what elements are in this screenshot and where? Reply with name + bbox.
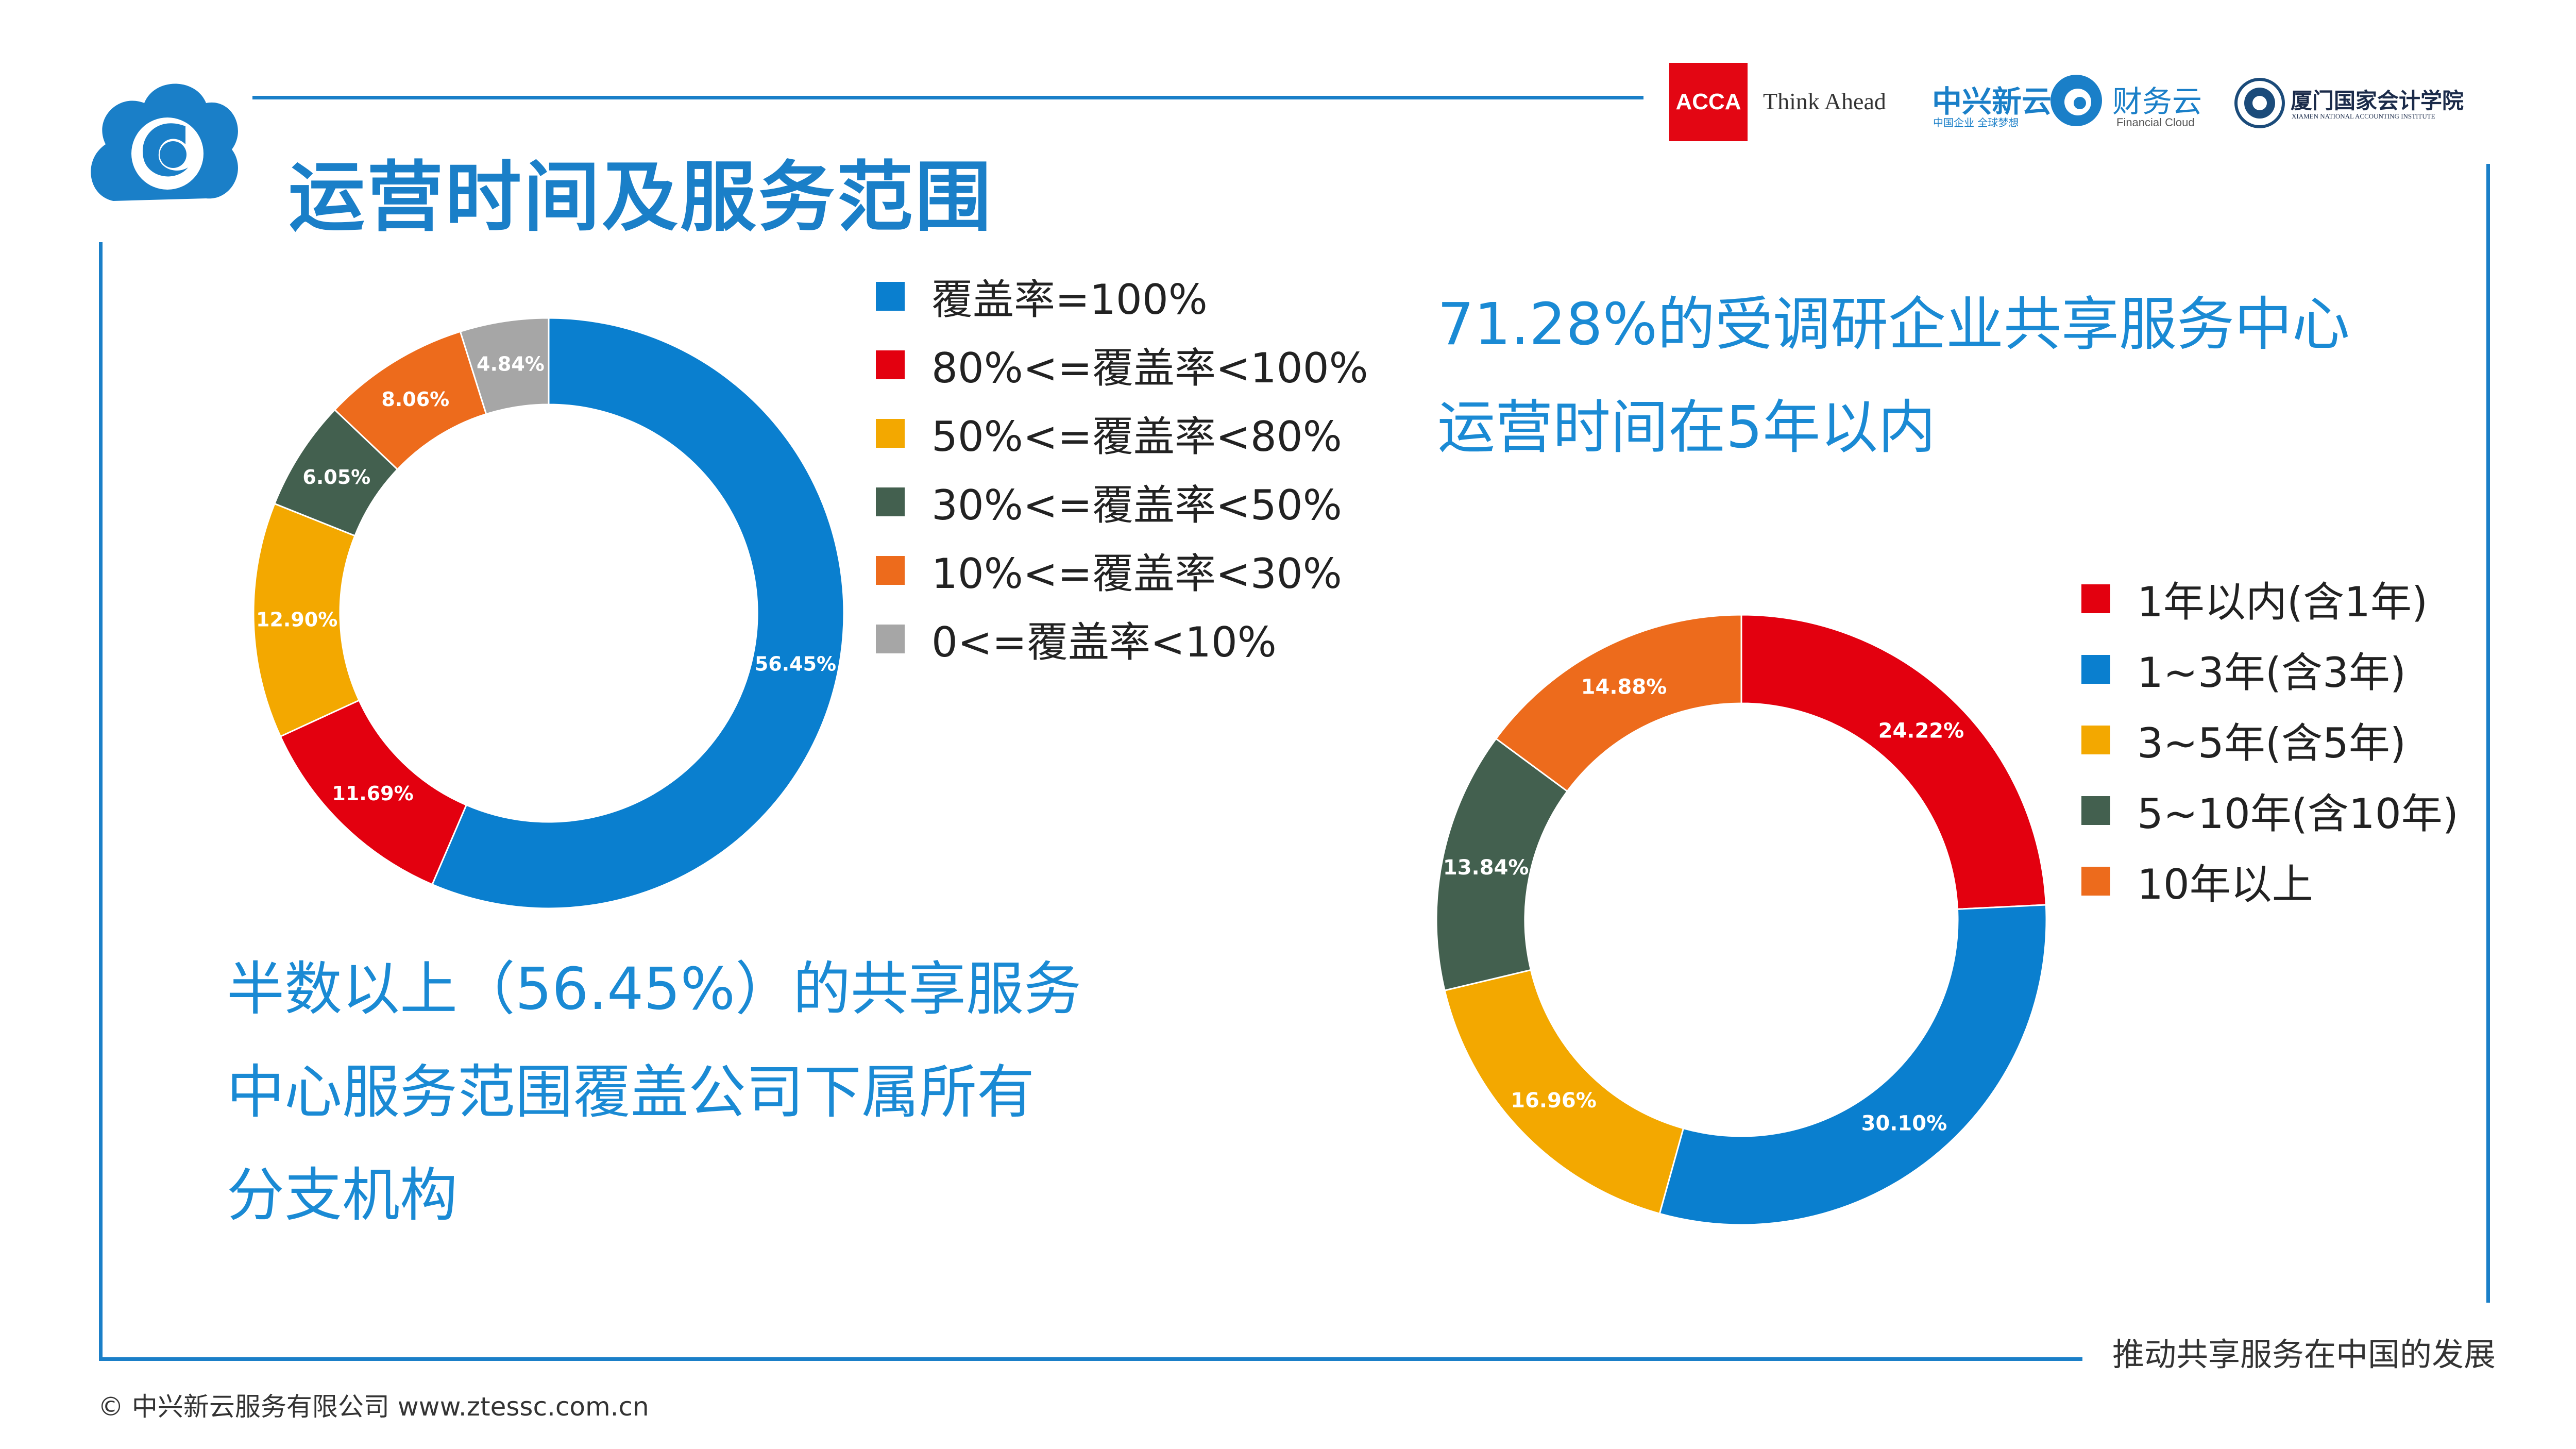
slice-data-label: 30.10%: [1861, 1111, 1947, 1135]
legend-label: 10年以上: [2137, 861, 2313, 908]
zte-tagline: 中国企业 全球梦想: [1933, 116, 2019, 129]
right-rule: [2486, 164, 2490, 1303]
donut-slice: [431, 317, 845, 909]
donut-slice: [1740, 614, 2047, 910]
legend-item: 30%<=覆盖率<50%: [876, 481, 1342, 529]
legend-label: 覆盖率=100%: [931, 276, 1208, 324]
legend-item: 10%<=覆盖率<30%: [876, 550, 1342, 598]
financial-cloud-icon: [2050, 75, 2102, 126]
footer-copyright: © 中兴新云服务有限公司 www.ztessc.com.cn: [98, 1392, 649, 1422]
zte-name: 中兴新云: [1932, 84, 2052, 119]
legend-swatch: [2081, 867, 2110, 896]
legend-label: 80%<=覆盖率<100%: [931, 344, 1368, 392]
bottom-rule: [99, 1357, 2082, 1361]
slice-data-label: 6.05%: [302, 466, 370, 488]
legend-swatch: [876, 625, 905, 653]
page-title: 运营时间及服务范围: [289, 153, 993, 242]
acca-mark: ACCA: [1675, 89, 1741, 114]
slice-data-label: 12.90%: [256, 608, 337, 631]
donut-slice: [1444, 969, 1685, 1215]
legend-swatch: [876, 282, 905, 311]
caption-line: 半数以上（56.45%）的共享服务: [227, 956, 1082, 1023]
acca-slogan: Think Ahead: [1763, 88, 1886, 114]
legend-label: 30%<=覆盖率<50%: [931, 481, 1342, 529]
slice-data-label: 16.96%: [1511, 1089, 1597, 1113]
legend-item: 10年以上: [2081, 861, 2313, 908]
operating-time-caption: 71.28%的受调研企业共享服务中心 运营时间在5年以内: [1437, 273, 2350, 479]
legend-item: 80%<=覆盖率<100%: [876, 344, 1368, 392]
slice-data-label: 14.88%: [1581, 675, 1667, 699]
slice-data-label: 11.69%: [332, 782, 413, 805]
legend-label: 10%<=覆盖率<30%: [931, 550, 1342, 598]
donut-slice: [459, 317, 550, 415]
caption-line: 71.28%的受调研企业共享服务中心: [1437, 291, 2350, 358]
xnai-seal-icon: [2234, 78, 2285, 128]
legend-swatch: [2081, 726, 2110, 754]
legend-swatch: [2081, 796, 2110, 825]
slice-data-label: 8.06%: [381, 388, 449, 411]
acca-logo: ACCA: [1669, 63, 1748, 141]
legend-item: 1年以内(含1年): [2081, 578, 2428, 626]
legend-label: 1年以内(含1年): [2137, 578, 2428, 626]
legend-item: 0<=覆盖率<10%: [876, 618, 1277, 666]
top-rule: [252, 96, 1643, 99]
donut-slice: [1658, 904, 2047, 1226]
legend-label: 3~5年(含5年): [2137, 719, 2406, 767]
coverage-donut: 56.45% 11.69% 12.90% 6.05% 8.06% 4.84%: [252, 317, 845, 909]
legend-label: 5~10年(含10年): [2137, 790, 2459, 838]
zte-cloud-logo: [91, 83, 238, 201]
caption-line: 中心服务范围覆盖公司下属所有: [227, 1059, 1035, 1126]
legend-swatch: [876, 556, 905, 585]
left-rule: [99, 242, 103, 1360]
slice-data-label: 56.45%: [755, 652, 836, 675]
coverage-caption: 半数以上（56.45%）的共享服务 中心服务范围覆盖公司下属所有 分支机构: [227, 938, 1081, 1247]
caption-line: 运营时间在5年以内: [1437, 394, 1936, 461]
legend-label: 1~3年(含3年): [2137, 649, 2406, 697]
xnai-name: 厦门国家会计学院: [2291, 88, 2464, 113]
xnai-sub: XIAMEN NATIONAL ACCOUNTING INSTITUTE: [2292, 112, 2435, 120]
slice-data-label: 24.22%: [1878, 719, 1964, 743]
legend-item: 1~3年(含3年): [2081, 649, 2406, 697]
legend-item: 覆盖率=100%: [876, 276, 1208, 324]
legend-label: 0<=覆盖率<10%: [931, 618, 1277, 666]
slice-data-label: 13.84%: [1443, 856, 1529, 880]
legend-swatch: [876, 487, 905, 516]
legend-swatch: [876, 419, 905, 448]
donut-slice: [1495, 614, 1742, 793]
legend-item: 3~5年(含5年): [2081, 719, 2406, 767]
legend-swatch: [876, 350, 905, 379]
operating-time-donut: 24.22% 30.10% 16.96% 13.84% 14.88%: [1435, 614, 2047, 1226]
legend-item: 50%<=覆盖率<80%: [876, 413, 1342, 461]
cloud-sub: Financial Cloud: [2116, 116, 2195, 129]
legend-swatch: [2081, 655, 2110, 684]
footer-slogan: 推动共享服务在中国的发展: [2112, 1336, 2496, 1373]
legend-label: 50%<=覆盖率<80%: [931, 413, 1342, 461]
caption-line: 分支机构: [227, 1162, 457, 1229]
legend-item: 5~10年(含10年): [2081, 790, 2459, 838]
legend-swatch: [2081, 584, 2110, 613]
slice-data-label: 4.84%: [477, 353, 545, 376]
cloud-name: 财务云: [2112, 84, 2202, 119]
